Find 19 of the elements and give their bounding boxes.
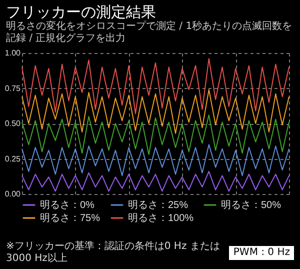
line-series bbox=[22, 58, 290, 114]
line-series bbox=[22, 144, 290, 176]
chart-subtitle: 明るさの変化をオシロスコープで測定 / 1秒あたりの点滅回数を記録 / 正規化グラフを出力 bbox=[5, 21, 294, 45]
y-tick-label: 0.50 bbox=[4, 119, 22, 128]
y-tick-label: 0.25 bbox=[4, 154, 22, 164]
legend-label: 明るさ：50% bbox=[221, 200, 282, 211]
y-tick-label: 0.75 bbox=[4, 84, 22, 93]
y-tick-label: 1.00 bbox=[4, 48, 22, 58]
legend-label: 明るさ：75% bbox=[40, 213, 100, 224]
y-tick-label: 0.00 bbox=[4, 190, 22, 198]
legend-label: 明るさ：100% bbox=[128, 213, 194, 224]
legend-label: 明るさ：25% bbox=[128, 200, 188, 211]
line-series bbox=[22, 114, 290, 156]
legend-label: 明るさ：0% bbox=[40, 200, 95, 211]
line-series bbox=[22, 170, 290, 192]
chart-title: フリッカーの測定結果 bbox=[5, 2, 156, 21]
line-series bbox=[22, 89, 290, 134]
text: ※フリッカーの基準：認証の条件は0 Hz または 3000 Hz以上 bbox=[6, 241, 221, 265]
text: PWM : 0 Hz bbox=[229, 246, 294, 260]
